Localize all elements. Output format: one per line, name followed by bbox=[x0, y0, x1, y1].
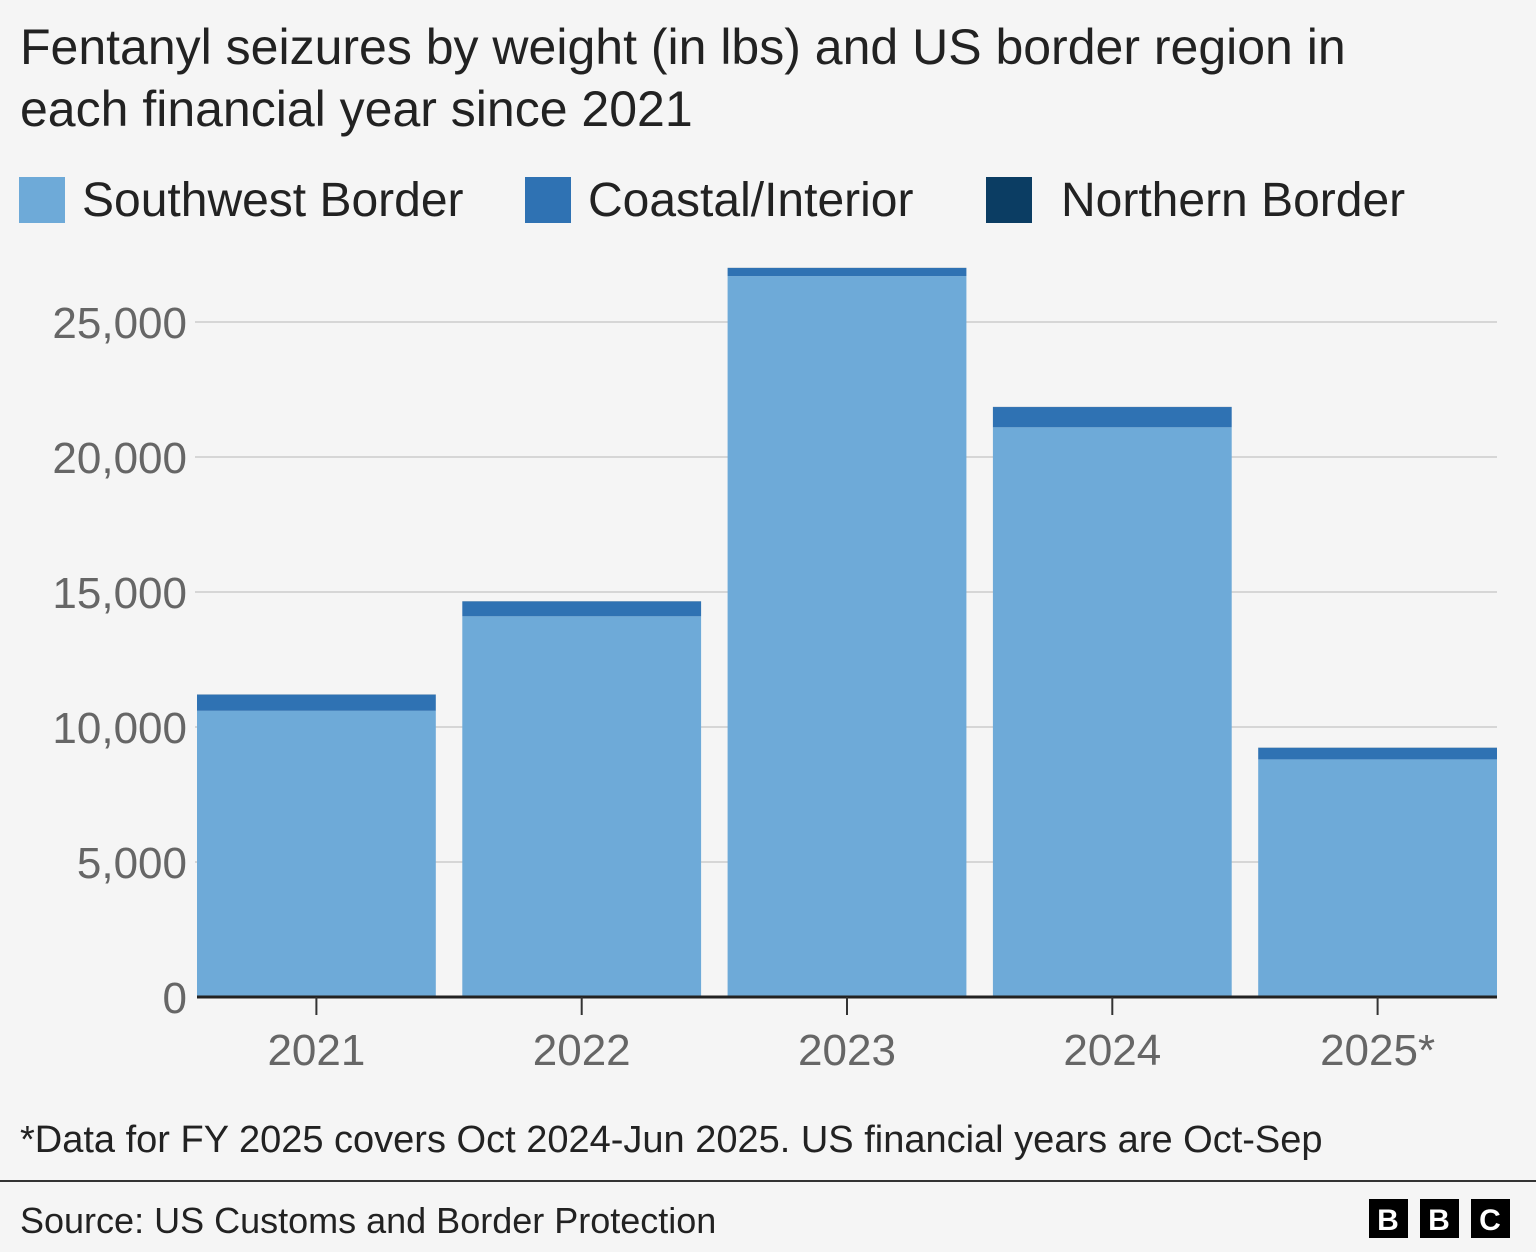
svg-text:C: C bbox=[1479, 1204, 1501, 1237]
source-text: Source: US Customs and Border Protection bbox=[20, 1200, 716, 1241]
chart-note: *Data for FY 2025 covers Oct 2024-Jun 20… bbox=[20, 1119, 1323, 1161]
chart-title-line-2: each financial year since 2021 bbox=[20, 81, 693, 137]
y-axis: 0 5,000 10,000 15,000 20,000 25,000 bbox=[52, 299, 187, 1023]
x-tick-label: 2025* bbox=[1320, 1026, 1435, 1075]
bar-2023-southwest-border bbox=[727, 276, 967, 998]
bars bbox=[197, 267, 1497, 998]
x-tick-label: 2023 bbox=[798, 1026, 896, 1075]
bbc-logo: B B C bbox=[1369, 1199, 1510, 1238]
bar-2022-southwest-border bbox=[462, 616, 702, 997]
bar-2024-southwest-border bbox=[992, 427, 1232, 997]
x-axis: 2021 2022 2023 2024 2025* bbox=[267, 997, 1435, 1075]
legend-label-southwest: Southwest Border bbox=[82, 174, 464, 227]
chart-title-line-1: Fentanyl seizures by weight (in lbs) and… bbox=[20, 19, 1346, 75]
y-tick-label: 25,000 bbox=[52, 299, 187, 348]
y-tick-label: 20,000 bbox=[52, 434, 187, 483]
legend-swatch-coastal bbox=[525, 177, 571, 223]
legend: Southwest Border Coastal/Interior Northe… bbox=[19, 174, 1405, 227]
x-tick-label: 2024 bbox=[1063, 1026, 1161, 1075]
legend-swatch-northern bbox=[986, 177, 1032, 223]
y-tick-label: 15,000 bbox=[52, 569, 187, 618]
legend-swatch-southwest bbox=[19, 177, 65, 223]
bar-2023-coastal-interior bbox=[727, 268, 967, 277]
y-tick-label: 0 bbox=[163, 974, 187, 1023]
x-tick-label: 2022 bbox=[533, 1026, 631, 1075]
y-tick-label: 10,000 bbox=[52, 704, 187, 753]
legend-label-northern: Northern Border bbox=[1061, 174, 1405, 227]
legend-label-coastal: Coastal/Interior bbox=[588, 174, 913, 227]
bar-2022-coastal-interior bbox=[462, 601, 702, 617]
bar-2025-southwest-border bbox=[1258, 759, 1497, 997]
bar-2024-coastal-interior bbox=[992, 407, 1232, 428]
x-tick-label: 2021 bbox=[267, 1026, 365, 1075]
svg-text:B: B bbox=[1428, 1204, 1450, 1237]
y-tick-label: 5,000 bbox=[77, 839, 187, 888]
svg-text:B: B bbox=[1377, 1204, 1399, 1237]
bar-2021-southwest-border bbox=[197, 710, 436, 997]
bar-2025-coastal-interior bbox=[1258, 747, 1497, 760]
bar-2021-coastal-interior bbox=[197, 694, 436, 711]
